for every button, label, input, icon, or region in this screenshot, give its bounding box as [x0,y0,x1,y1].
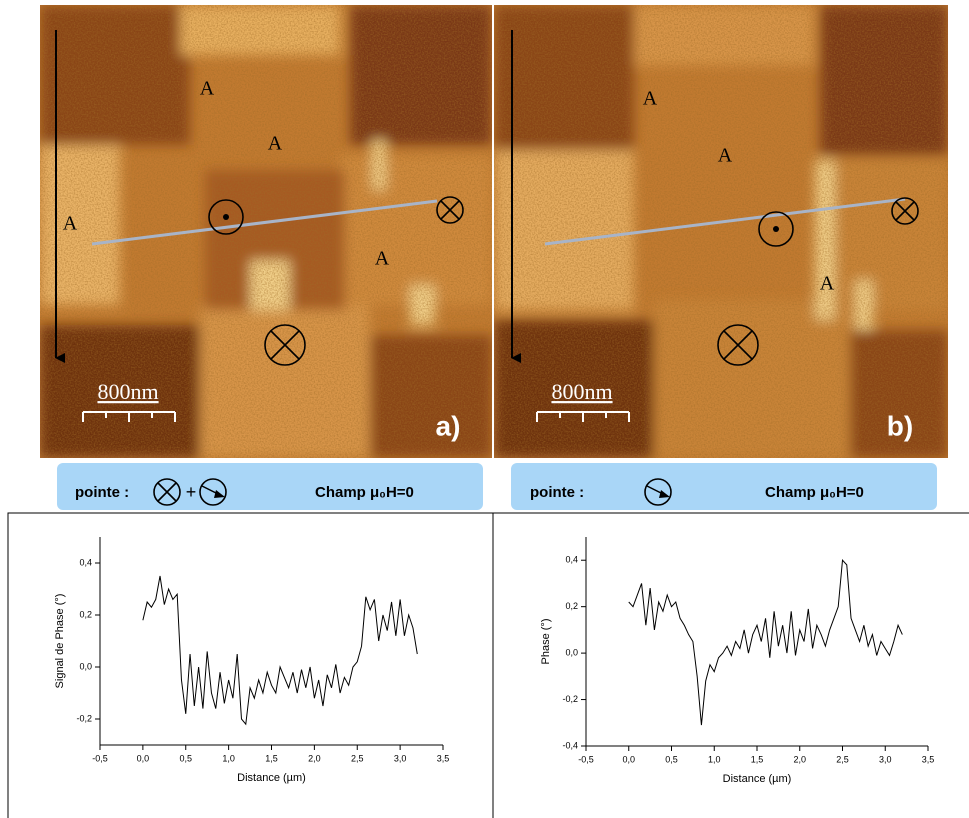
domain-label: A [820,273,835,295]
caption-plus: + [186,482,197,502]
x-tick-label: 1,0 [708,754,721,764]
caption-prefix: pointe : [75,484,129,501]
x-tick-label: 2,0 [793,754,806,764]
x-tick-label: 1,5 [265,753,278,763]
domain-label: A [63,213,78,235]
panel-letter: b) [887,410,913,441]
domain-label: A [643,88,658,110]
caption-field: Champ μ₀H=0 [315,484,414,501]
caption-prefix: pointe : [530,484,584,501]
y-tick-label: -0,2 [76,713,92,723]
x-tick-label: 2,0 [308,753,321,763]
cross-symbol [436,196,464,224]
tip-symbol [199,478,227,506]
x-tick-label: 2,5 [836,754,849,764]
panel-frame [7,512,969,818]
x-axis-label: Distance (µm) [723,773,792,785]
scale-bar [536,411,630,422]
mfm-image [494,5,948,458]
x-tick-label: 0,5 [665,754,678,764]
tip-symbol [644,478,672,506]
dot-symbol [758,211,794,247]
y-tick-label: -0,4 [562,740,578,750]
caption-box [511,463,937,510]
domain-label: A [375,248,390,270]
x-axis-label: Distance (µm) [237,772,306,784]
x-tick-label: 1,5 [751,754,764,764]
scale-label: 800nm [97,379,158,404]
cross-symbol [717,324,759,366]
y-axis-label: Signal de Phase (°) [54,594,66,689]
x-tick-label: -0,5 [578,754,594,764]
y-tick-label: 0,4 [565,555,578,565]
scale-label: 800nm [551,379,612,404]
mfm-image [40,5,492,458]
y-tick-label: 0,2 [565,601,578,611]
y-tick-label: 0,0 [565,647,578,657]
domain-label: A [200,78,215,100]
x-tick-label: -0,5 [92,753,108,763]
x-tick-label: 3,5 [922,754,935,764]
y-tick-label: 0,2 [79,609,92,619]
data-line [628,559,903,726]
x-tick-label: 0,0 [622,754,635,764]
data-line [142,575,418,726]
x-tick-label: 0,5 [179,753,192,763]
domain-label: A [268,133,283,155]
profile-line [91,199,438,246]
caption-box [57,463,483,510]
scale-bar [82,411,176,422]
caption-field: Champ μ₀H=0 [765,484,864,501]
dot-symbol [208,199,244,235]
x-tick-label: 3,0 [394,753,407,763]
panel-letter: a) [436,410,461,441]
y-tick-label: -0,2 [562,694,578,704]
x-tick-label: 3,0 [879,754,892,764]
cross-symbol [891,197,919,225]
x-tick-label: 3,5 [437,753,450,763]
x-tick-label: 1,0 [222,753,235,763]
profile-line [544,197,906,246]
cross-symbol [153,478,181,506]
x-tick-label: 2,5 [351,753,364,763]
y-tick-label: 0,0 [79,661,92,671]
domain-label: A [718,145,733,167]
y-axis-label: Phase (°) [540,619,552,665]
cross-symbol [264,324,306,366]
x-tick-label: 0,0 [137,753,150,763]
y-tick-label: 0,4 [79,557,92,567]
